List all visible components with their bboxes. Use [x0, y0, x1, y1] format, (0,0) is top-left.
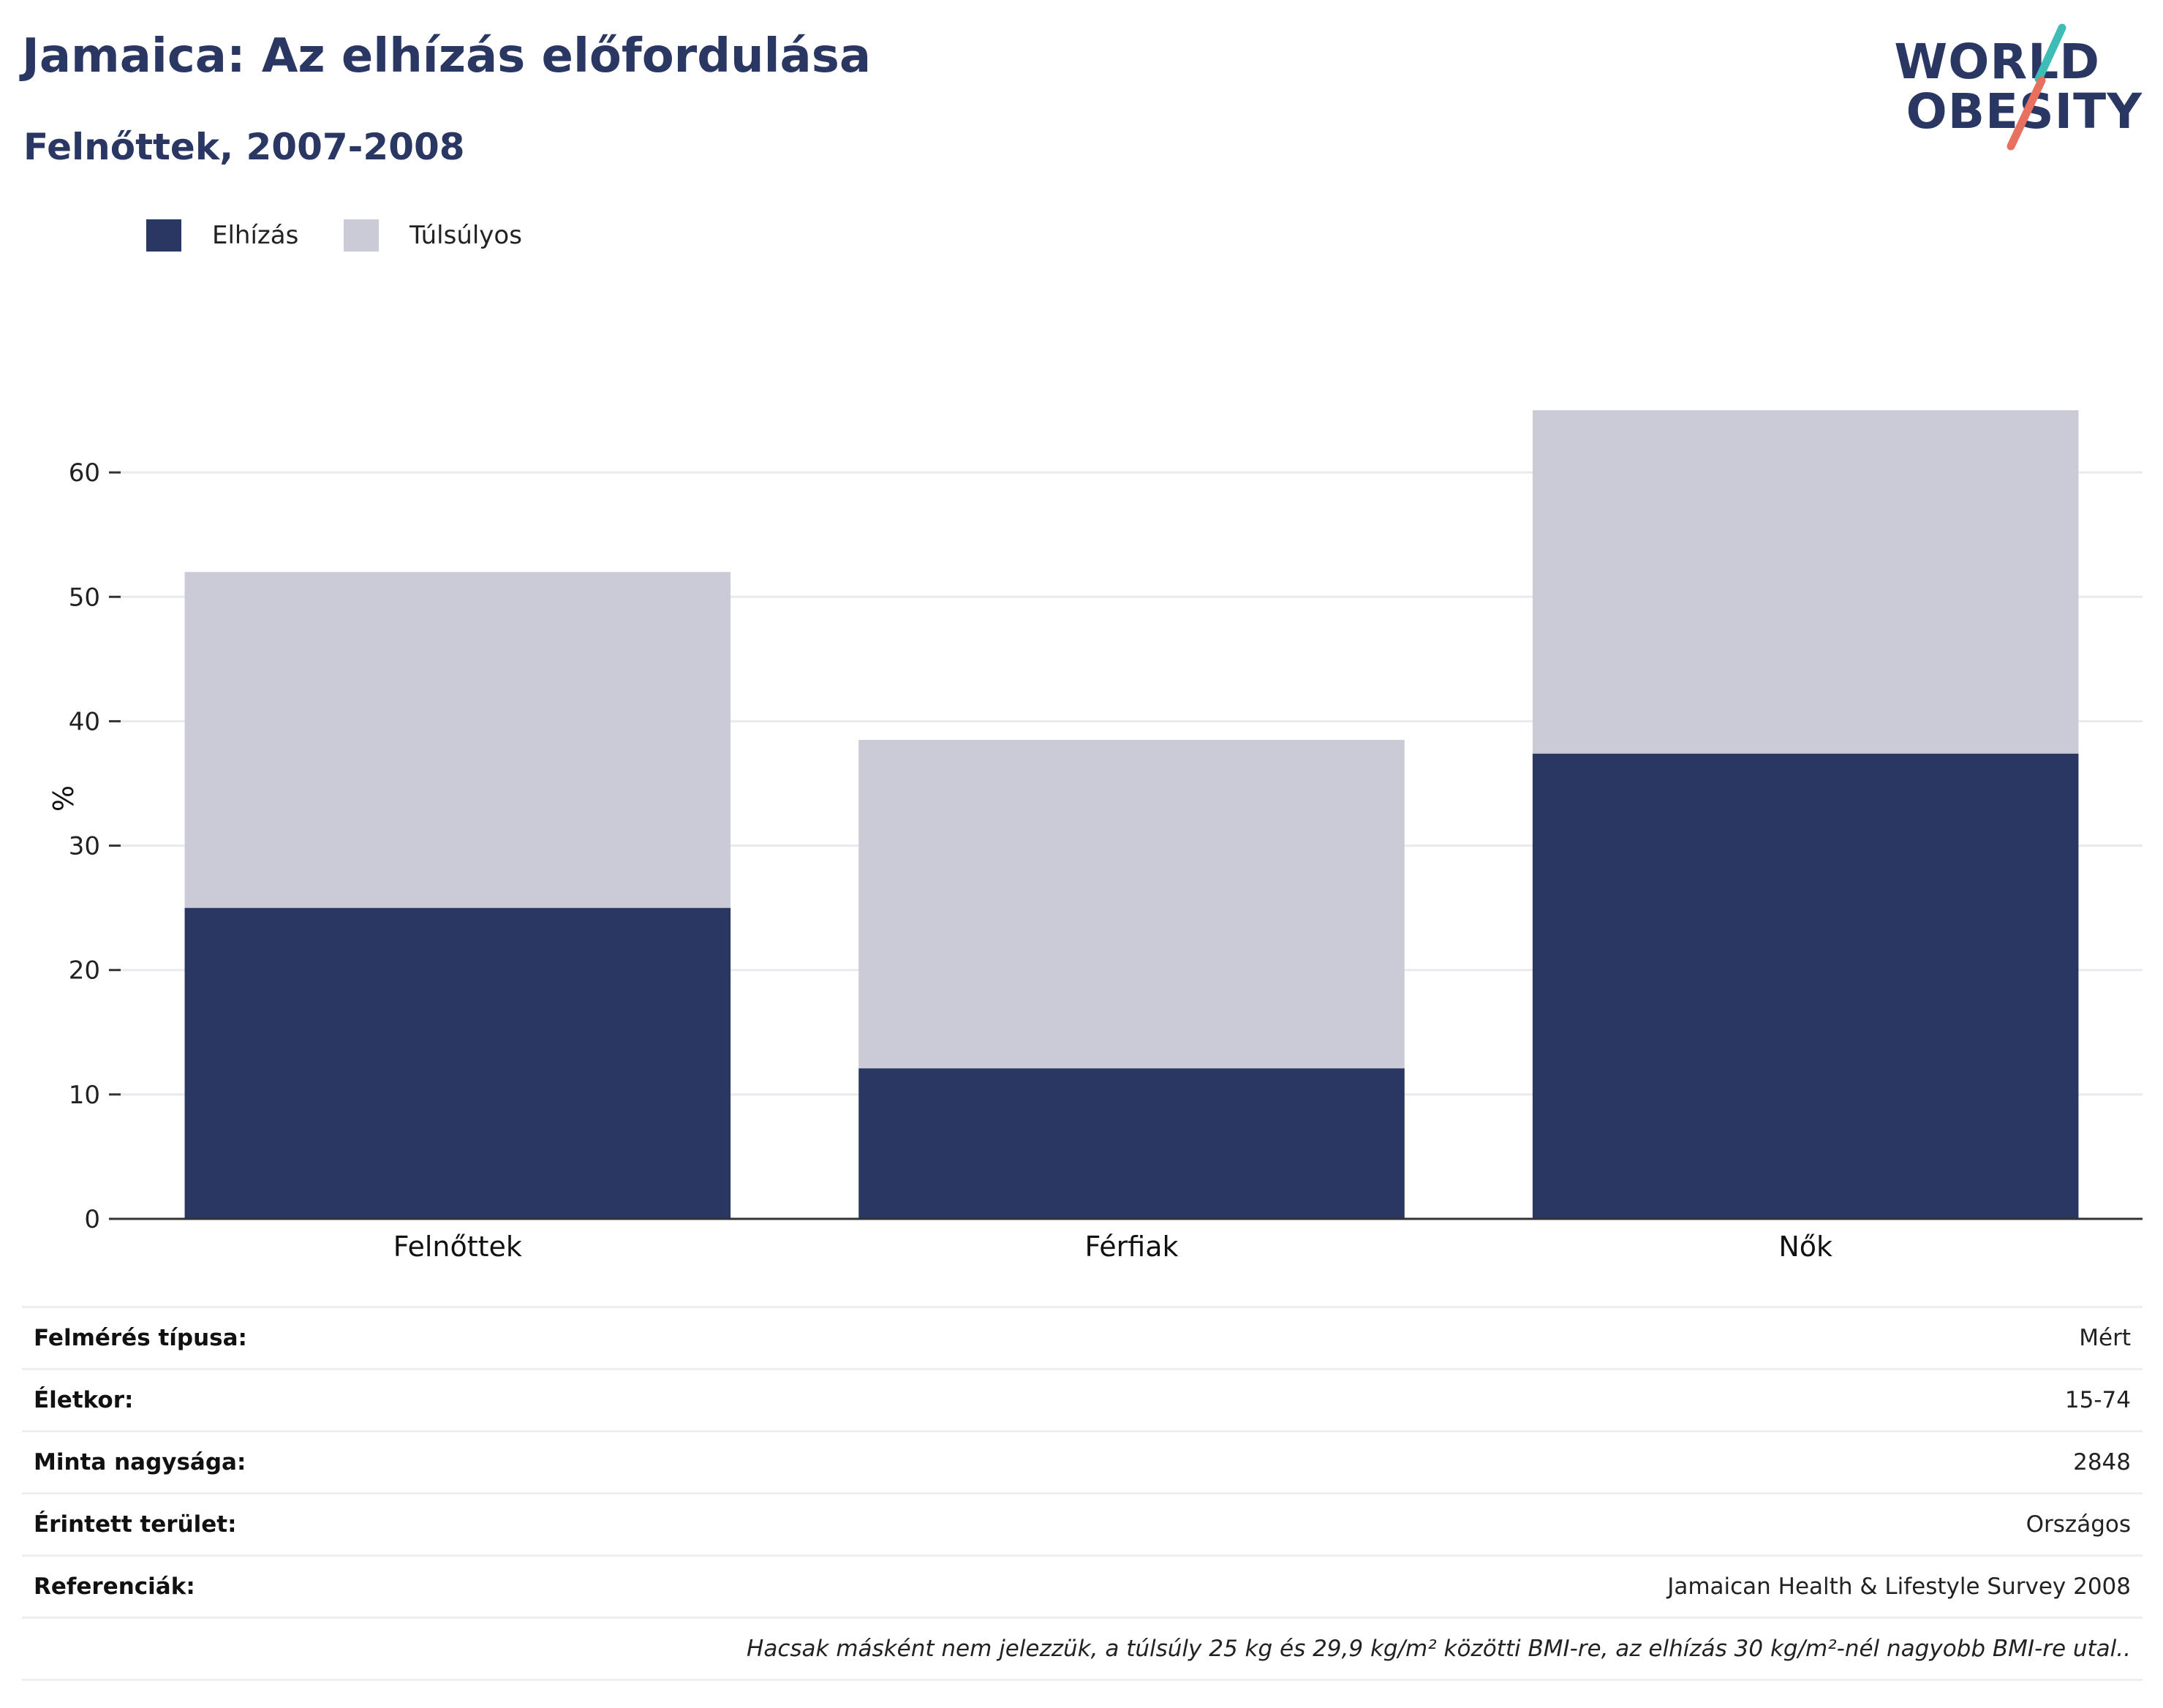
info-row: Életkor: 15-74: [22, 1368, 2143, 1430]
bar-felnőttek-elhízás[interactable]: Elhízás: 25%: [184, 907, 731, 1219]
chart-subtitle: Felnőttek, 2007-2008: [23, 126, 465, 168]
info-key: Felmérés típusa:: [34, 1325, 247, 1351]
info-key: Minta nagysága:: [34, 1449, 246, 1475]
world-obesity-logo: WORLD OBESITY: [1894, 22, 2143, 154]
info-row: Érintett terület: Országos: [22, 1492, 2143, 1554]
stacked-bar-chart: 0 10 20 30 40 50 60 Elhízás: 25%Túlsúlyos: 27% F…: [46, 410, 2143, 1263]
info-row-note: Hacsak másként nem jelezzük, a túlsúly 2…: [22, 1617, 2143, 1681]
y-tick-label: 50: [69, 583, 100, 612]
legend-swatch: [344, 219, 379, 252]
chart-title: Jamaica: Az elhízás előfordulása: [22, 29, 871, 83]
x-category-label: Felnőttek: [393, 1231, 522, 1263]
legend-label: Elhízás: [212, 221, 299, 250]
logo-text-world: WORLD: [1894, 34, 2100, 90]
bar-nők-elhízás[interactable]: Elhízás: 37.4%: [1532, 753, 2079, 1219]
legend-swatch: [146, 219, 181, 252]
definition-note: Hacsak másként nem jelezzük, a túlsúly 2…: [747, 1636, 2131, 1662]
y-tick-label: 30: [69, 832, 100, 861]
info-row: Minta nagysága: 2848: [22, 1430, 2143, 1492]
bar-felnőttek-túlsúlyos[interactable]: Túlsúlyos: 27%: [184, 572, 731, 908]
survey-info-table: Felmérés típusa: Mért Életkor: 15-74 Min…: [22, 1306, 2143, 1681]
x-category-label: Férfiak: [1084, 1231, 1178, 1263]
bar-nők-túlsúlyos[interactable]: Túlsúlyos: 27.6%: [1532, 410, 2079, 754]
legend-label: Túlsúlyos: [409, 221, 522, 250]
x-category-label: Nők: [1778, 1231, 1832, 1263]
info-value: Országos: [2026, 1511, 2131, 1538]
y-tick-label: 60: [69, 458, 100, 488]
info-value: Jamaican Health & Lifestyle Survey 2008: [1667, 1573, 2131, 1600]
info-value: Mért: [2079, 1325, 2131, 1351]
y-axis-title: %: [46, 785, 78, 812]
y-tick-label: 40: [69, 707, 100, 736]
info-value: 2848: [2073, 1449, 2131, 1475]
y-tick-label: 20: [69, 956, 100, 986]
bar-férfiak-túlsúlyos[interactable]: Túlsúlyos: 26.4%: [858, 739, 1405, 1069]
y-tick-label: 0: [84, 1205, 100, 1234]
y-tick-label: 10: [69, 1081, 100, 1110]
info-key: Érintett terület:: [34, 1511, 237, 1538]
logo-slash-icon: [2007, 23, 2066, 151]
info-key: Referenciák:: [34, 1573, 195, 1600]
info-key: Életkor:: [34, 1387, 134, 1413]
info-value: 15-74: [2064, 1387, 2131, 1413]
info-row: Felmérés típusa: Mért: [22, 1306, 2143, 1368]
info-row: Referenciák: Jamaican Health & Lifestyle…: [22, 1554, 2143, 1617]
bar-férfiak-elhízás[interactable]: Elhízás: 12.1%: [858, 1068, 1405, 1219]
